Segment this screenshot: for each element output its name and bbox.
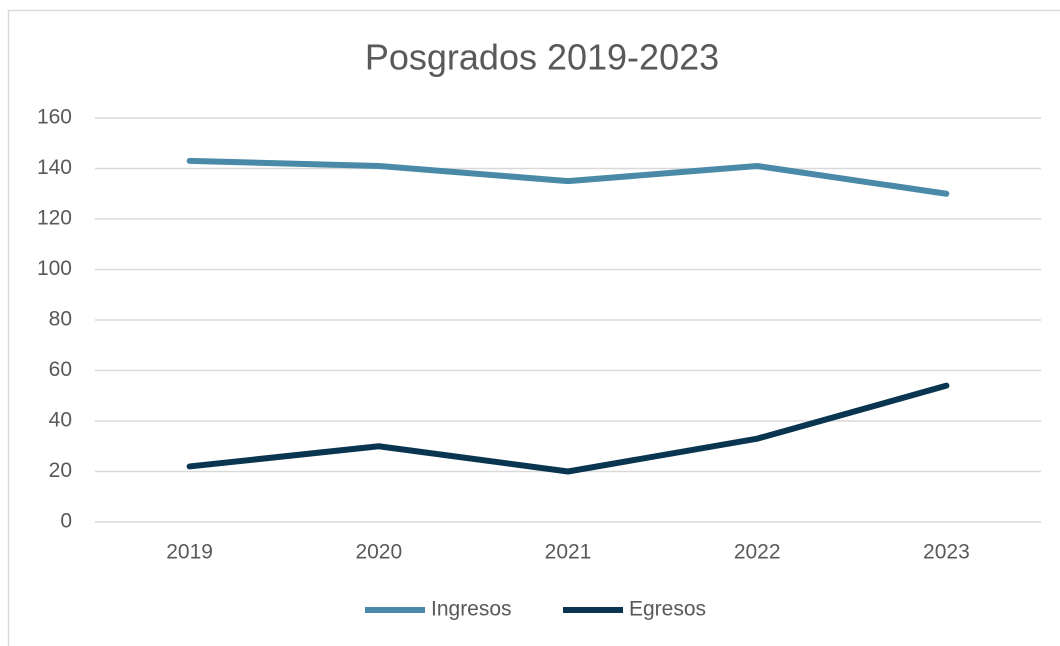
legend-label: Ingresos (431, 598, 512, 621)
y-tick-label: 20 (49, 459, 72, 482)
y-tick-label: 40 (49, 409, 72, 432)
chart-border (7, 9, 1060, 646)
x-tick-label: 2020 (355, 541, 402, 564)
y-tick-label: 160 (37, 106, 72, 129)
legend-label: Egresos (629, 598, 706, 621)
chart-title: Posgrados 2019-2023 (365, 37, 719, 78)
x-tick-label: 2021 (545, 541, 592, 564)
series-line (186, 157, 950, 197)
x-tick-label: 2019 (166, 541, 213, 564)
y-tick-label: 120 (37, 207, 72, 230)
y-tick-label: 140 (37, 156, 72, 179)
y-tick-label: 100 (37, 257, 72, 280)
series-line (186, 382, 950, 475)
y-tick-label: 60 (49, 358, 72, 381)
y-tick-label: 0 (60, 510, 72, 533)
x-tick-label: 2022 (734, 541, 781, 564)
x-tick-label: 2023 (923, 541, 970, 564)
y-tick-label: 80 (49, 308, 72, 331)
